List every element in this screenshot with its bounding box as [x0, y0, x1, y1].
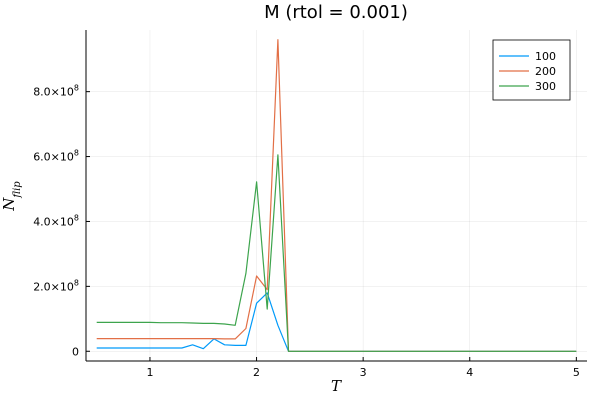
x-ticks: 1 2 3 4 5 — [146, 357, 580, 379]
y-tick-label: 4.0×108 — [33, 213, 79, 228]
chart-title: M (rtol = 0.001) — [264, 2, 408, 23]
legend-label: 200 — [535, 65, 556, 78]
y-tick-label: 2.0×108 — [33, 278, 79, 293]
legend-label: 100 — [535, 50, 556, 63]
x-tick-label: 5 — [573, 366, 580, 379]
x-axis-label: T — [331, 377, 342, 395]
y-tick-label: 8.0×108 — [33, 84, 79, 99]
y-tick-label: 6.0×108 — [33, 149, 79, 164]
plot-frame — [85, 30, 587, 362]
y-tick-label: 0 — [72, 345, 79, 358]
x-tick-label: 1 — [146, 366, 153, 379]
series-line-300 — [96, 154, 577, 352]
x-tick-label: 4 — [466, 366, 473, 379]
legend-box — [492, 39, 571, 101]
series-group — [96, 39, 577, 352]
series-line-100 — [96, 292, 577, 352]
legend: 100 200 300 — [492, 39, 571, 101]
legend-label: 300 — [535, 80, 556, 93]
x-tick-label: 3 — [360, 366, 367, 379]
y-ticks: 0 2.0×108 4.0×108 6.0×108 8.0×108 — [33, 84, 90, 358]
x-tick-label: 2 — [253, 366, 260, 379]
y-axis-label: Nflip — [0, 181, 23, 212]
